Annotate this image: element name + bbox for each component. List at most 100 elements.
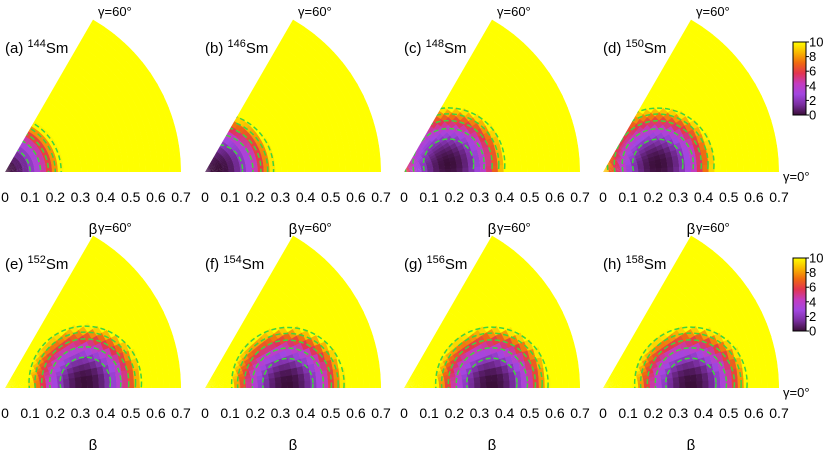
heat-cell xyxy=(415,382,422,386)
heat-cell xyxy=(35,367,43,373)
heat-cell xyxy=(509,249,525,264)
heat-cell xyxy=(554,147,563,162)
heat-cell xyxy=(414,164,421,168)
heat-cell xyxy=(210,165,216,170)
x-tick-label: 0.4 xyxy=(296,189,316,205)
heat-cell xyxy=(207,377,212,384)
heat-cell xyxy=(435,132,444,141)
heat-cell xyxy=(345,71,359,88)
heat-cell xyxy=(277,39,292,52)
heat-cell xyxy=(275,381,282,388)
heat-cell xyxy=(415,146,421,153)
heat-cell xyxy=(755,375,762,388)
heat-cell xyxy=(519,258,534,273)
heat-cell xyxy=(205,166,209,172)
heat-cell xyxy=(370,347,380,364)
heat-cell xyxy=(625,348,633,357)
heat-cell xyxy=(288,143,297,153)
heat-cell xyxy=(476,275,489,288)
heat-cell xyxy=(229,151,236,158)
heat-cell xyxy=(222,166,229,170)
heat-cell xyxy=(724,368,733,380)
heat-cell xyxy=(650,362,658,369)
heat-cell xyxy=(316,279,330,294)
heat-cell xyxy=(10,383,17,387)
heat-cell xyxy=(104,59,118,73)
heat-cell xyxy=(90,40,105,54)
contour-line xyxy=(59,356,112,388)
heat-cell xyxy=(326,313,338,328)
heat-cell xyxy=(128,284,142,300)
heat-cell xyxy=(556,159,563,172)
heat-cell xyxy=(407,162,412,168)
heat-cell xyxy=(514,115,525,128)
heat-cell xyxy=(498,263,513,277)
heat-cell xyxy=(157,375,164,388)
contour-line xyxy=(251,347,325,388)
heat-cell xyxy=(431,161,439,166)
heat-cell xyxy=(173,144,181,161)
heat-cell xyxy=(245,168,253,172)
heat-cell xyxy=(426,132,434,141)
contour-line xyxy=(422,138,475,172)
heat-cell xyxy=(551,97,563,113)
heat-cell xyxy=(304,275,318,289)
heat-cell xyxy=(77,59,90,72)
heat-cell xyxy=(205,383,210,388)
heat-cell xyxy=(152,97,164,113)
heat-cell xyxy=(5,383,10,388)
heat-cell xyxy=(684,158,692,167)
x-tick-label: 0 xyxy=(1,405,9,421)
heat-cell xyxy=(467,270,481,282)
panel-c: 0 0.1 0.2 0.3 0.4 0.5 0.6 0.7βγ=60°(c) 148Sm xyxy=(400,4,590,238)
gamma-60-label: γ=60° xyxy=(98,4,132,19)
heat-cell xyxy=(277,255,292,268)
heat-cell xyxy=(510,283,524,298)
heat-cell xyxy=(88,143,97,153)
heat-cell xyxy=(121,378,129,388)
heat-cell xyxy=(721,72,735,87)
heat-cell xyxy=(407,378,413,384)
heat-cell xyxy=(221,358,228,366)
heat-cell xyxy=(93,251,109,265)
x-tick-labels: 0 0.1 0.2 0.3 0.4 0.5 0.6 0.7 xyxy=(1,405,191,421)
heat-cell xyxy=(14,377,21,383)
heat-cell xyxy=(350,340,360,355)
heat-cell xyxy=(130,119,140,133)
heat-cell xyxy=(733,333,744,348)
heat-cell xyxy=(257,290,269,302)
heat-cell xyxy=(731,129,741,143)
heat-cell xyxy=(320,112,332,126)
heat-cell xyxy=(16,385,23,388)
heat-cell xyxy=(283,50,298,63)
heat-cell xyxy=(734,355,743,369)
heat-cell xyxy=(130,297,143,313)
heat-cell xyxy=(479,375,487,383)
heat-cell xyxy=(630,146,638,153)
heat-cell xyxy=(503,59,517,73)
heat-cell xyxy=(205,167,210,172)
panel-e: 0 0.1 0.2 0.3 0.4 0.5 0.6 0.7βγ=60°(e) 152Sm xyxy=(1,220,191,450)
heat-cell xyxy=(347,99,359,115)
heat-cell xyxy=(144,149,152,163)
heat-cell xyxy=(119,124,129,137)
heat-cell xyxy=(504,138,514,150)
heat-cell xyxy=(511,50,526,65)
panel-letter: (g) xyxy=(404,256,427,273)
heat-cell xyxy=(760,158,768,172)
colorbar-tick-label: 8 xyxy=(809,49,816,64)
heat-cell xyxy=(314,126,324,138)
heat-cell xyxy=(110,333,121,346)
heat-cell xyxy=(562,322,573,339)
heat-cell xyxy=(761,322,772,339)
heat-cell xyxy=(623,347,630,355)
heat-cell xyxy=(157,324,169,341)
heat-cell xyxy=(231,372,239,378)
heat-cell xyxy=(689,373,697,382)
heat-cell xyxy=(80,250,96,263)
x-tick-labels: 0 0.1 0.2 0.3 0.4 0.5 0.6 0.7 xyxy=(599,189,789,205)
heat-cell xyxy=(113,145,122,156)
heat-cell xyxy=(313,361,322,372)
heat-cell xyxy=(23,153,30,159)
heat-cell xyxy=(300,279,314,293)
